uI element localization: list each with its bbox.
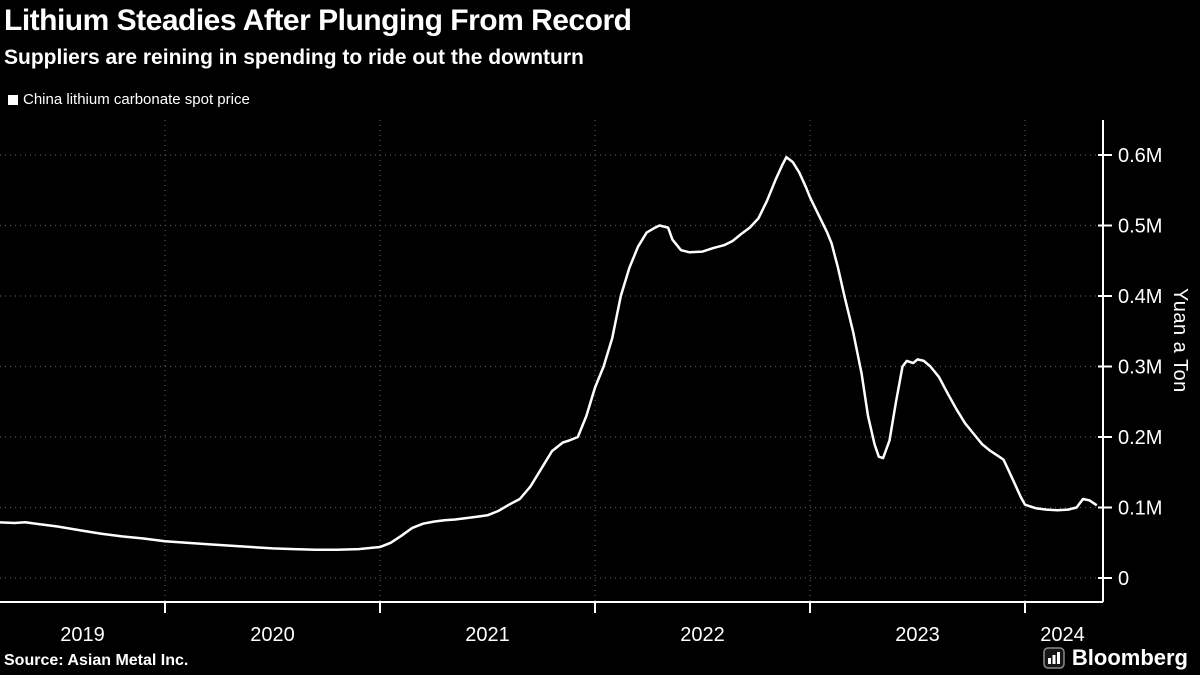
legend: China lithium carbonate spot price [8,91,250,108]
y-tick-label: 0.1M [1118,498,1162,520]
y-tick-label: 0 [1118,568,1129,590]
x-tick-label: 2021 [465,624,510,646]
legend-swatch-icon [8,94,18,105]
bloomberg-wordmark: Bloomberg [1071,645,1188,670]
y-axis-title: Yuan a Ton [1169,288,1191,393]
chart-title: Lithium Steadies After Plunging From Rec… [4,4,632,37]
source-text: Source: Asian Metal Inc. [4,652,189,669]
x-tick-label: 2024 [1040,624,1085,646]
legend-label: China lithium carbonate spot price [23,91,250,108]
bloomberg-bars-icon [1043,647,1065,669]
y-tick-label: 0.2M [1118,427,1162,449]
y-tick-label: 0.3M [1118,357,1162,379]
bloomberg-logo: Bloomberg [1043,645,1188,671]
x-tick-label: 2023 [895,624,940,646]
price-line [0,155,1098,552]
y-tick-label: 0.6M [1118,145,1162,167]
y-tick-label: 0.5M [1118,216,1162,238]
x-tick-label: 2020 [250,624,295,646]
y-tick-label: 0.4M [1118,286,1162,308]
x-tick-label: 2019 [60,624,105,646]
chart-subtitle: Suppliers are reining in spending to rid… [4,46,584,69]
x-tick-label: 2022 [680,624,725,646]
